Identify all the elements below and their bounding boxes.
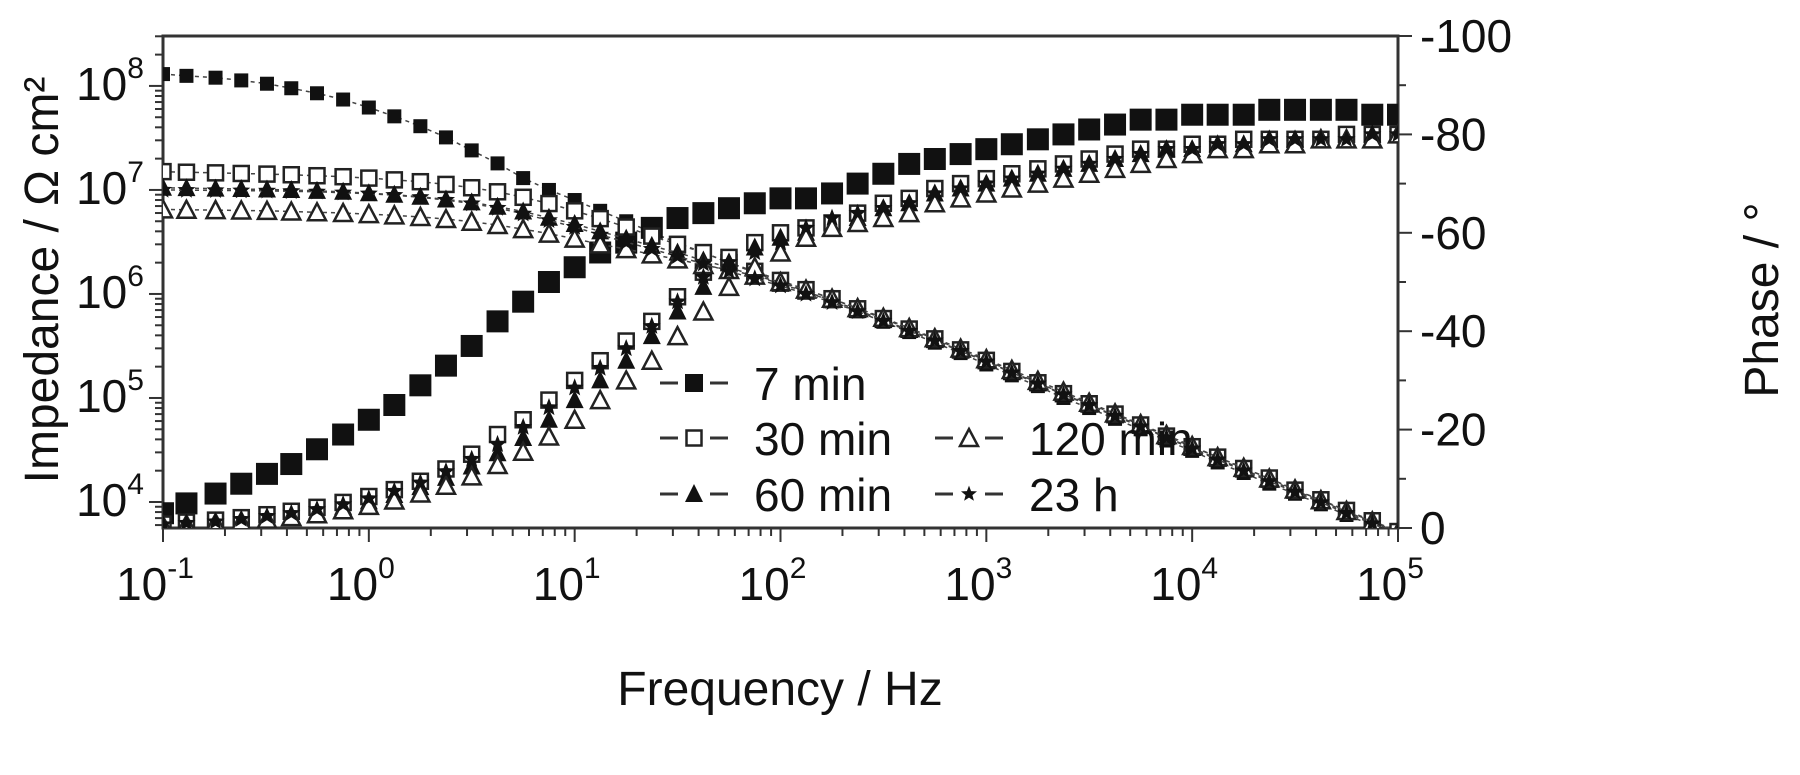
y-right-tick-label: -60 (1420, 207, 1486, 259)
x-tick-label: 100 (327, 552, 395, 610)
y-tick-label: 104 (76, 468, 144, 526)
legend-item: 23 h (935, 469, 1119, 521)
x-tick-label: 10-1 (116, 552, 194, 610)
series-120-min-phase (163, 122, 1398, 528)
y-axis-left: 104 105 106 107 108 (76, 35, 163, 527)
series-23-h-phase (163, 124, 1398, 528)
legend-label: 7 min (754, 358, 866, 410)
x-tick-label: 101 (533, 552, 601, 610)
y-right-tick-label: -20 (1420, 404, 1486, 456)
legend-label: 120 min (1029, 413, 1193, 465)
x-tick-label: 105 (1356, 552, 1424, 610)
y-axis-label-right: Phase / ° (1736, 202, 1789, 397)
y-right-tick-label: -100 (1420, 10, 1512, 62)
y-tick-label: 108 (76, 52, 144, 110)
y-tick-label: 106 (76, 260, 144, 318)
data-series (163, 67, 1398, 528)
legend-label: 23 h (1029, 469, 1119, 521)
y-right-tick-label: 0 (1420, 502, 1446, 554)
y-tick-label: 107 (76, 156, 144, 214)
legend-item: 30 min (660, 413, 892, 465)
x-axis: 10-1 100 101 102 103 104 105 (116, 528, 1424, 610)
legend-item: 120 min (935, 413, 1193, 465)
legend-item: 7 min (660, 358, 866, 410)
x-tick-label: 102 (739, 552, 807, 610)
series-7-min-phase (163, 98, 1398, 525)
legend-label: 60 min (754, 469, 892, 521)
legend-label: 30 min (754, 413, 892, 465)
y-axis-right: 0 -20 -40 -60 -80 -100 (1398, 10, 1512, 554)
y-tick-label: 105 (76, 364, 144, 422)
series-23-h-impedance (163, 180, 1398, 528)
y-right-tick-label: -80 (1420, 108, 1486, 160)
x-tick-label: 103 (944, 552, 1012, 610)
x-axis-label: Frequency / Hz (617, 663, 942, 716)
y-axis-label-left: Impedance / Ω cm² (16, 77, 69, 484)
legend-item: 60 min (660, 469, 892, 521)
y-right-tick-label: -40 (1420, 305, 1486, 357)
x-tick-label: 104 (1150, 552, 1218, 610)
